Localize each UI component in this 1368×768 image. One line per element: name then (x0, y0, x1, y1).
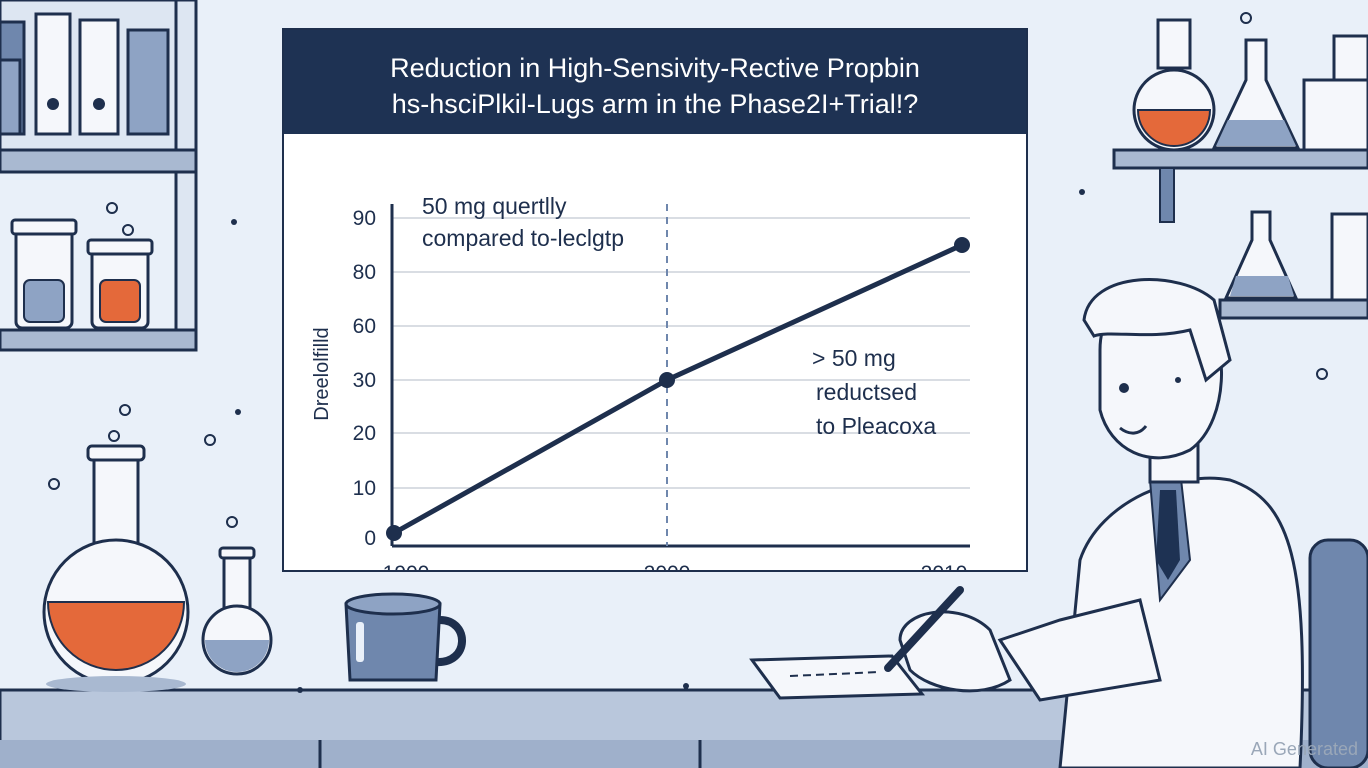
watermark: AI Generated (1250, 739, 1358, 759)
x-tick-label: 2000 (644, 562, 691, 570)
annotation-text: to Pleacoxa (816, 413, 936, 439)
small-flask (201, 516, 273, 676)
annotation-text: reductsed (816, 379, 917, 405)
y-tick-label: 80 (353, 261, 376, 284)
y-tick-label: 30 (353, 369, 376, 392)
x-tick-label: 1900 (383, 562, 430, 570)
y-tick-label: 0 (364, 527, 376, 550)
annotation-text: compared to-leclgtp (422, 225, 624, 251)
y-tick-label: 20 (353, 422, 376, 445)
coffee-mug (344, 592, 466, 682)
y-tick-label: 60 (353, 315, 376, 338)
chart-board: Reduction in High-Sensivity-Rective Prop… (282, 28, 1028, 572)
x-tick-label: 2010 (921, 562, 968, 570)
notepad (749, 654, 926, 700)
board-header: Reduction in High-Sensivity-Rective Prop… (284, 30, 1026, 134)
annotation-text: 50 mg quertlly (422, 193, 567, 219)
board-title: Reduction in High-Sensivity-Rective Prop… (390, 53, 920, 83)
right-shelf (1112, 12, 1368, 380)
scientist (884, 278, 1368, 768)
floating-dots (231, 189, 1181, 693)
y-axis-label: Dreelolfilld (311, 327, 333, 420)
y-tick-label: 90 (353, 207, 376, 230)
bookshelf (0, 0, 198, 352)
data-point (386, 525, 402, 541)
line-chart: 0 10 20 30 60 80 90 Dreelolfilld 1900 2000 2010 50 … (311, 193, 970, 570)
data-point (954, 237, 970, 253)
round-flask (42, 404, 216, 692)
annotation-text: > 50 mg (812, 345, 896, 371)
board-subtitle: hs-hsciPlkil-Lugs arm in the Phase2I+Tri… (391, 89, 919, 119)
y-tick-label: 10 (353, 477, 376, 500)
data-point (659, 372, 675, 388)
